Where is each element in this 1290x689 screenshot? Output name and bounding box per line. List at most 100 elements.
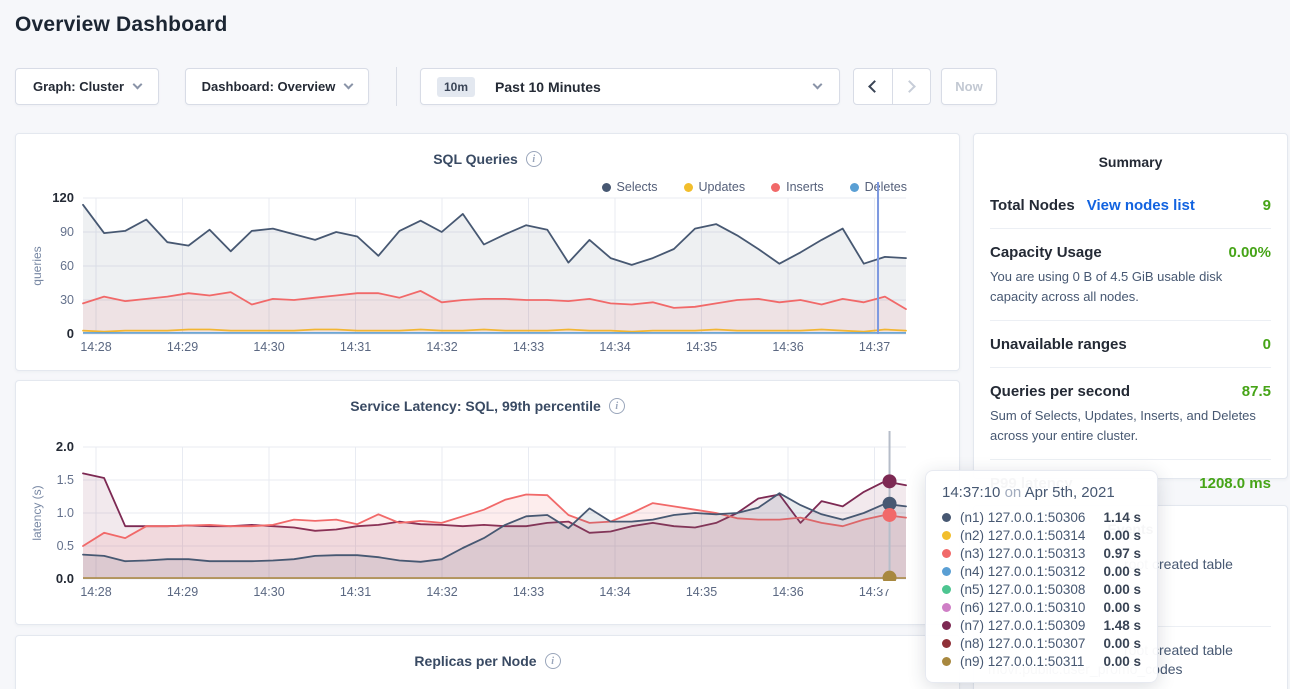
- tooltip-node-value: 0.00 s: [1103, 563, 1141, 579]
- legend-dot: [849, 182, 859, 192]
- now-button[interactable]: Now: [941, 68, 997, 105]
- time-range-badge: 10m: [437, 76, 476, 97]
- series-color-dot: [942, 638, 951, 648]
- svg-text:2.0: 2.0: [56, 439, 74, 454]
- svg-text:14:33: 14:33: [513, 340, 544, 354]
- summary-row: Capacity Usage 0.00% You are using 0 B of …: [990, 229, 1271, 321]
- summary-title: Summary: [1098, 154, 1163, 170]
- tooltip-node-name: (n6) 127.0.0.1:50310: [960, 599, 1086, 615]
- legend-item-selects[interactable]: Selects: [601, 180, 658, 194]
- tooltip-node-name: (n1) 127.0.0.1:50306: [960, 509, 1086, 525]
- series-color-dot: [942, 530, 951, 540]
- dashboard-dropdown[interactable]: Dashboard: Overview: [185, 68, 369, 105]
- tooltip-node-row: (n1) 127.0.0.1:50306 1.14 s: [942, 508, 1141, 526]
- tooltip-node-value: 0.00 s: [1103, 527, 1141, 543]
- summary-row-description: You are using 0 B of 4.5 GiB usable disk…: [990, 269, 1223, 304]
- summary-row-label: Unavailable ranges: [990, 336, 1127, 353]
- summary-row: Queries per second 87.5 Sum of Selects, Up…: [990, 368, 1271, 460]
- summary-row-value: 9: [1262, 197, 1271, 214]
- svg-text:14:37: 14:37: [859, 340, 890, 354]
- chevron-right-icon: [902, 80, 916, 93]
- time-forward-button[interactable]: [891, 69, 931, 104]
- summary-row-label: Total Nodes: [990, 197, 1075, 214]
- tooltip-node-row: (n3) 127.0.0.1:50313 0.97 s: [942, 544, 1141, 562]
- svg-text:60: 60: [60, 259, 74, 273]
- tooltip-node-row: (n7) 127.0.0.1:50309 1.48 s: [942, 616, 1141, 634]
- svg-text:14:32: 14:32: [426, 585, 457, 599]
- tooltip-node-name: (n5) 127.0.0.1:50308: [960, 581, 1086, 597]
- tooltip-node-value: 0.00 s: [1103, 599, 1141, 615]
- chevron-left-icon: [868, 80, 882, 93]
- tooltip-node-name: (n7) 127.0.0.1:50309: [960, 617, 1086, 633]
- svg-text:14:29: 14:29: [167, 340, 198, 354]
- legend-item-deletes[interactable]: Deletes: [849, 180, 907, 194]
- tooltip-timestamp: 14:37:10 on Apr 5th, 2021: [942, 484, 1115, 501]
- svg-text:14:35: 14:35: [686, 340, 717, 354]
- sql-queries-chart[interactable]: 0 30 60 90 120 14:28 14:29 14:30 14:31 14:32 14:33…: [16, 134, 961, 372]
- summary-panel: Summary Total Nodes View nodes list 9 Capac…: [973, 133, 1288, 492]
- series-color-dot: [942, 566, 951, 576]
- svg-text:14:35: 14:35: [686, 585, 717, 599]
- chevron-down-icon: [812, 79, 823, 90]
- svg-text:14:28: 14:28: [80, 340, 111, 354]
- view-nodes-list-link[interactable]: View nodes list: [1086, 197, 1195, 214]
- time-step-buttons: [853, 68, 931, 105]
- tooltip-node-value: 1.14 s: [1103, 509, 1141, 525]
- tooltip-node-value: 0.00 s: [1103, 581, 1141, 597]
- tooltip-node-row: (n6) 127.0.0.1:50310 0.00 s: [942, 598, 1141, 616]
- legend-dot: [771, 182, 781, 192]
- chevron-down-icon: [132, 79, 143, 90]
- sql-queries-title: SQL Queries: [433, 151, 518, 167]
- tooltip-node-name: (n4) 127.0.0.1:50312: [960, 563, 1086, 579]
- tooltip-node-row: (n5) 127.0.0.1:50308 0.00 s: [942, 580, 1141, 598]
- summary-rows: Total Nodes View nodes list 9 Capacity Usag…: [974, 182, 1287, 506]
- series-color-dot: [942, 620, 951, 630]
- svg-text:90: 90: [60, 225, 74, 239]
- svg-text:1.0: 1.0: [57, 506, 74, 520]
- summary-row: Total Nodes View nodes list 9: [990, 182, 1271, 229]
- summary-row-label: Capacity Usage: [990, 244, 1102, 261]
- time-back-button[interactable]: [854, 69, 892, 104]
- graph-dropdown-label: Graph: Cluster: [32, 79, 124, 94]
- tooltip-node-name: (n2) 127.0.0.1:50314: [960, 527, 1086, 543]
- service-latency-card: Service Latency: SQL, 99th percentile i …: [15, 380, 960, 625]
- legend-item-inserts[interactable]: Inserts: [771, 180, 824, 194]
- series-color-dot: [942, 656, 951, 666]
- series-color-dot: [942, 548, 951, 558]
- series-color-dot: [942, 584, 951, 594]
- tooltip-node-row: (n2) 127.0.0.1:50314 0.00 s: [942, 526, 1141, 544]
- legend-label: Inserts: [786, 180, 824, 194]
- tooltip-node-value: 0.00 s: [1103, 635, 1141, 651]
- time-range-dropdown[interactable]: 10m Past 10 Minutes: [420, 68, 840, 105]
- legend-label: Selects: [616, 180, 658, 194]
- tooltip-node-value: 0.00 s: [1103, 653, 1141, 669]
- tooltip-node-name: (n9) 127.0.0.1:50311: [960, 653, 1085, 669]
- summary-row-value: 1208.0 ms: [1199, 475, 1271, 492]
- sql-queries-legend: Selects Updates Inserts Deletes: [601, 180, 907, 194]
- replicas-per-node-card: Replicas per Node i: [15, 635, 960, 689]
- tooltip-node-row: (n9) 127.0.0.1:50311 0.00 s: [942, 652, 1141, 670]
- tooltip-node-name: (n3) 127.0.0.1:50313: [960, 545, 1086, 561]
- page-title: Overview Dashboard: [15, 13, 228, 36]
- graph-dropdown[interactable]: Graph: Cluster: [15, 68, 159, 105]
- svg-text:14:28: 14:28: [80, 585, 111, 599]
- dashboard-dropdown-label: Dashboard: Overview: [201, 79, 336, 94]
- summary-row-value: 87.5: [1241, 383, 1271, 400]
- tooltip-node-name: (n8) 127.0.0.1:50307: [960, 635, 1086, 651]
- tooltip-node-row: (n4) 127.0.0.1:50312 0.00 s: [942, 562, 1141, 580]
- info-icon[interactable]: i: [525, 151, 542, 167]
- service-latency-chart[interactable]: 0.0 0.5 1.0 1.5 2.0 14:28 14:29 14:30 14:31 14:32…: [16, 381, 961, 626]
- svg-text:14:32: 14:32: [426, 340, 457, 354]
- svg-text:14:31: 14:31: [340, 340, 371, 354]
- service-latency-title: Service Latency: SQL, 99th percentile: [350, 398, 601, 414]
- svg-text:0.5: 0.5: [57, 539, 74, 553]
- info-icon[interactable]: i: [544, 653, 561, 669]
- svg-text:14:33: 14:33: [513, 585, 544, 599]
- svg-text:0: 0: [67, 326, 74, 341]
- series-color-dot: [942, 602, 951, 612]
- info-icon[interactable]: i: [608, 398, 625, 414]
- legend-item-updates[interactable]: Updates: [683, 180, 745, 194]
- svg-text:0.0: 0.0: [56, 571, 74, 586]
- tooltip-node-row: (n8) 127.0.0.1:50307 0.00 s: [942, 634, 1141, 652]
- svg-text:14:30: 14:30: [253, 340, 284, 354]
